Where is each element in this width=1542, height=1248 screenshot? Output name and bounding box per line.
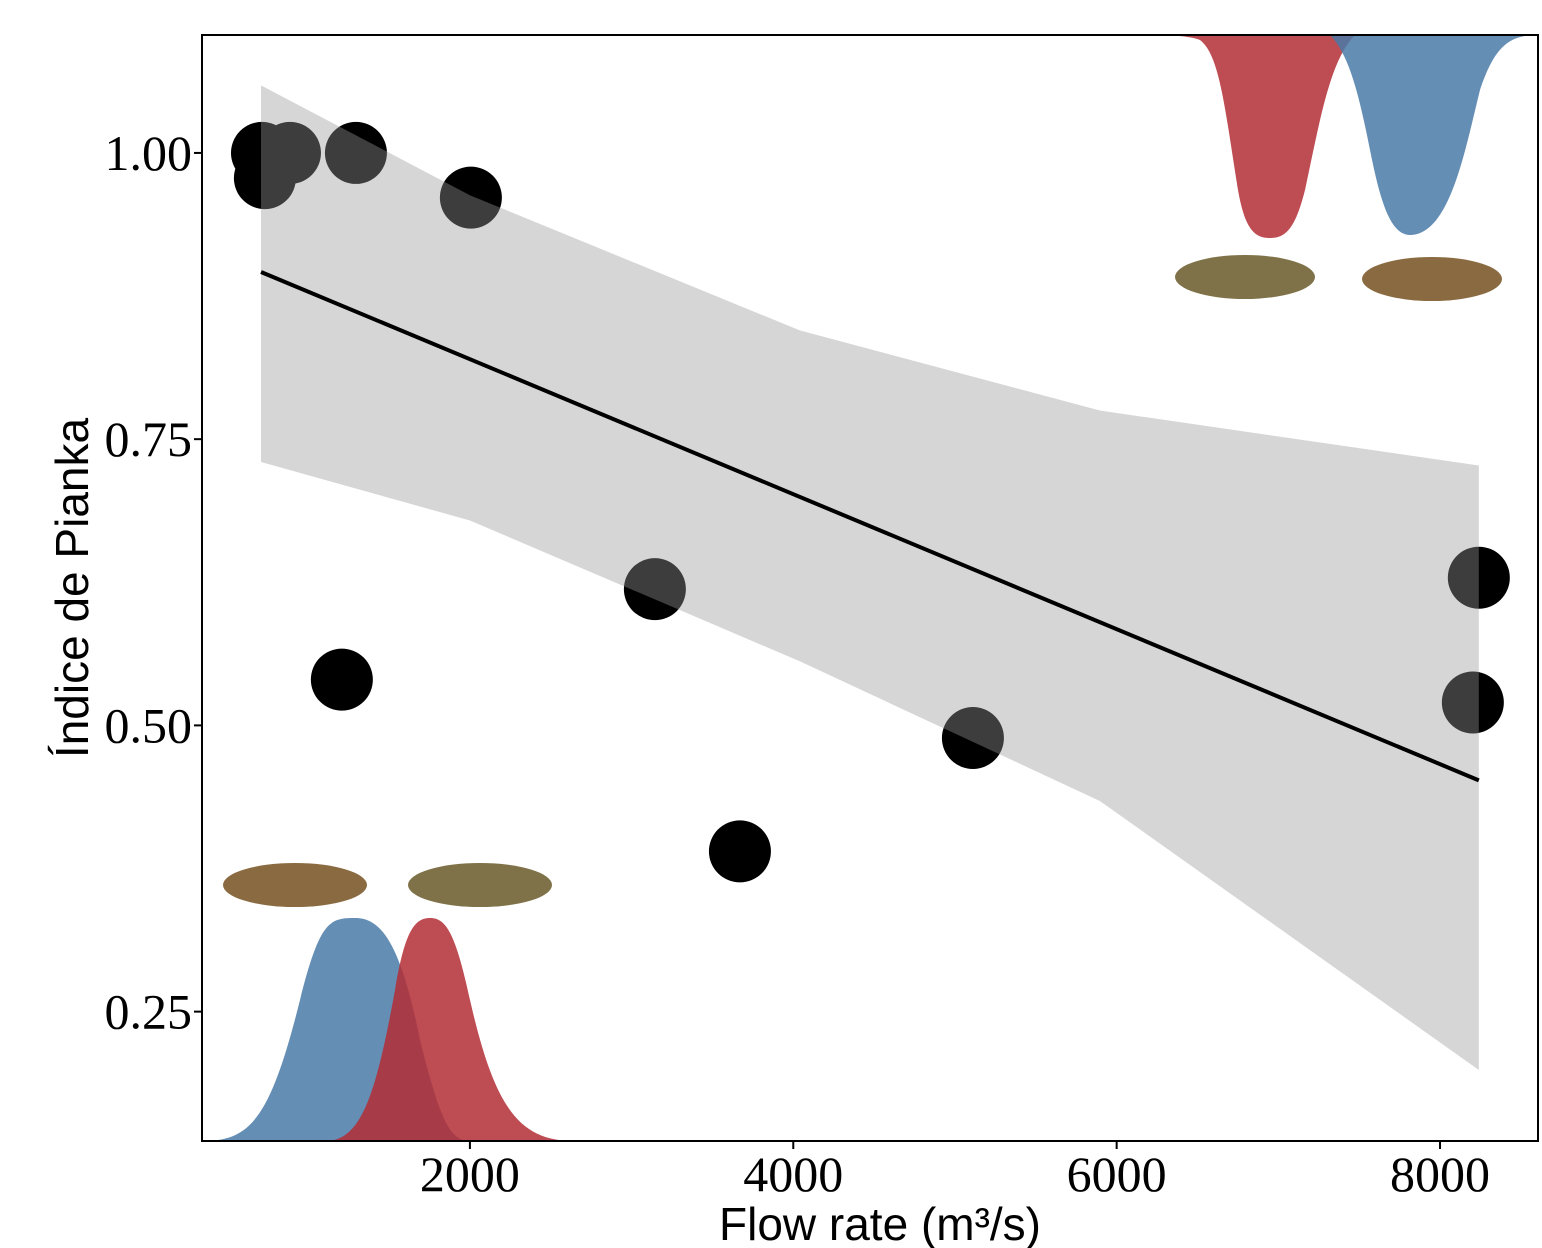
fish [1362, 257, 1502, 301]
x-tick-label: 6000 [1067, 1146, 1167, 1202]
plot-frame [201, 34, 1539, 1142]
decoration [202, 35, 1538, 1141]
fish [223, 863, 367, 907]
point [623, 558, 686, 621]
x-axis-title: Flow rate (m³/s) [719, 1198, 1041, 1248]
y-tick-label: 0.50 [105, 697, 193, 753]
point [310, 648, 373, 711]
fit-line [260, 270, 1480, 783]
fish [1175, 255, 1315, 299]
y-tick-label: 0.25 [105, 984, 193, 1040]
y-tick-label: 1.00 [105, 125, 193, 181]
point [233, 147, 296, 210]
density-blue-top [1330, 35, 1538, 235]
density-red-top [1152, 35, 1355, 238]
point [1441, 671, 1504, 734]
density-red [325, 918, 575, 1141]
confidence-band [261, 85, 1479, 1071]
y-axis-title: Índice de Pianka [46, 418, 98, 759]
fish [408, 863, 552, 907]
point [324, 121, 387, 184]
point [708, 820, 771, 883]
point [439, 166, 502, 229]
x-tick-label: 8000 [1390, 1146, 1490, 1202]
point [1447, 546, 1510, 609]
y-tick-label: 0.75 [105, 411, 193, 467]
x-tick-label: 2000 [420, 1146, 520, 1202]
point [941, 706, 1004, 769]
x-tick-label: 4000 [743, 1146, 843, 1202]
